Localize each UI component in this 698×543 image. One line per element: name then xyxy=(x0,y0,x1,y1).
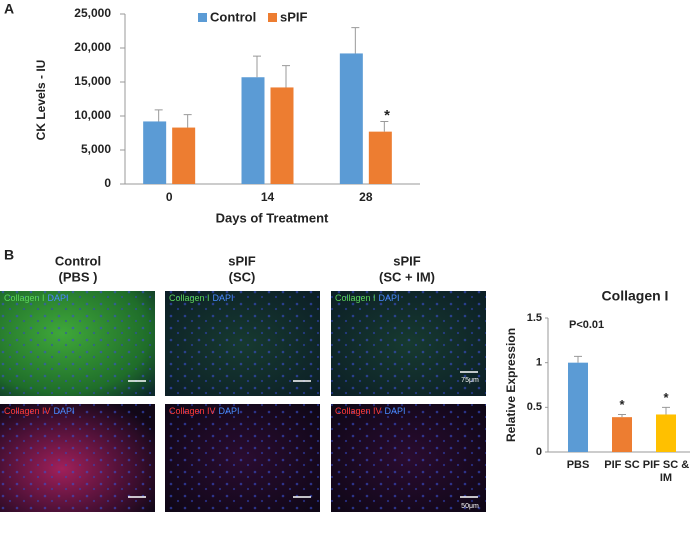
counterstain: DAPI xyxy=(379,293,400,303)
column-subtitle: (SC + IM) xyxy=(379,269,435,284)
scale-label: 50μm xyxy=(461,503,479,510)
stain: Collagen I xyxy=(335,293,376,303)
annotation: * xyxy=(384,107,390,124)
bar xyxy=(339,53,363,184)
x-tick-label: 28 xyxy=(359,190,373,204)
error-bar xyxy=(154,109,163,122)
y-tick-label: 20,000 xyxy=(74,40,111,54)
y-tick-label: 25,000 xyxy=(74,6,111,20)
stain: Collagen IV xyxy=(4,406,51,416)
y-tick-label: 1 xyxy=(536,357,542,369)
y-axis-title: Relative Expression xyxy=(504,328,518,442)
stain-label: Collagen I DAPI xyxy=(4,293,69,303)
counterstain: DAPI xyxy=(219,406,240,416)
error-bar xyxy=(253,55,261,78)
bar xyxy=(656,414,676,452)
bar xyxy=(172,127,196,184)
y-tick-label: 10,000 xyxy=(74,108,111,122)
x-tick-label: 0 xyxy=(166,190,173,204)
y-tick-label: 0.5 xyxy=(527,401,542,413)
x-tick-label: PIF SC xyxy=(604,459,640,471)
error-bar xyxy=(351,27,360,54)
bar xyxy=(241,77,265,184)
stain-label: Collagen IV DAPI xyxy=(169,406,240,416)
bar xyxy=(270,87,294,184)
micrographs xyxy=(0,291,486,512)
panel-label: B xyxy=(4,247,14,263)
y-tick-label: 5,000 xyxy=(81,142,111,156)
counterstain: DAPI xyxy=(54,406,75,416)
y-tick-label: 15,000 xyxy=(74,74,111,88)
panel-label: A xyxy=(4,1,14,17)
gap xyxy=(0,396,486,404)
annotation: * xyxy=(619,397,625,412)
y-tick-label: 0 xyxy=(104,176,111,190)
stain: Collagen IV xyxy=(169,406,216,416)
counterstain: DAPI xyxy=(48,293,69,303)
y-tick-label: 0 xyxy=(536,446,542,458)
error-bar xyxy=(183,114,192,128)
annotation: P<0.01 xyxy=(569,319,604,331)
column-subtitle: (PBS ) xyxy=(59,269,98,284)
column-title: sPIF xyxy=(393,253,421,268)
error-bar xyxy=(380,120,389,132)
stain: Collagen IV xyxy=(335,406,382,416)
x-tick-label: PBS xyxy=(566,459,590,471)
x-axis-title: Days of Treatment xyxy=(216,210,329,225)
column-subtitle: (SC) xyxy=(229,269,256,284)
legend-label: Control xyxy=(210,9,256,24)
stain-label: Collagen IV DAPI xyxy=(335,406,406,416)
counterstain: DAPI xyxy=(385,406,406,416)
chart-title: Collagen I xyxy=(602,288,669,304)
stain-label: Collagen I DAPI xyxy=(335,293,400,303)
scale-label: 75μm xyxy=(461,377,479,384)
annotation: * xyxy=(663,390,669,405)
y-axis-title: CK Levels - IU xyxy=(34,60,48,141)
error-bar xyxy=(618,413,626,418)
x-tick-label: 14 xyxy=(261,190,275,204)
stain: Collagen I xyxy=(169,293,210,303)
error-bar xyxy=(282,65,290,88)
error-bar xyxy=(574,355,582,363)
bar xyxy=(612,417,632,452)
legend-label: sPIF xyxy=(280,9,308,24)
y-tick-label: 1.5 xyxy=(527,312,542,324)
error-bar xyxy=(662,406,670,415)
stain-label: Collagen I DAPI xyxy=(169,293,234,303)
x-tick-label: PIF SC & IM xyxy=(642,459,690,484)
column-title: sPIF xyxy=(228,253,256,268)
bar xyxy=(143,121,167,184)
legend-swatch xyxy=(198,13,207,22)
stain: Collagen I xyxy=(4,293,45,303)
counterstain: DAPI xyxy=(213,293,234,303)
column-title: Control xyxy=(55,253,101,268)
stain-label: Collagen IV DAPI xyxy=(4,406,75,416)
bar xyxy=(368,131,392,184)
bar xyxy=(568,362,588,452)
legend-swatch xyxy=(268,13,277,22)
